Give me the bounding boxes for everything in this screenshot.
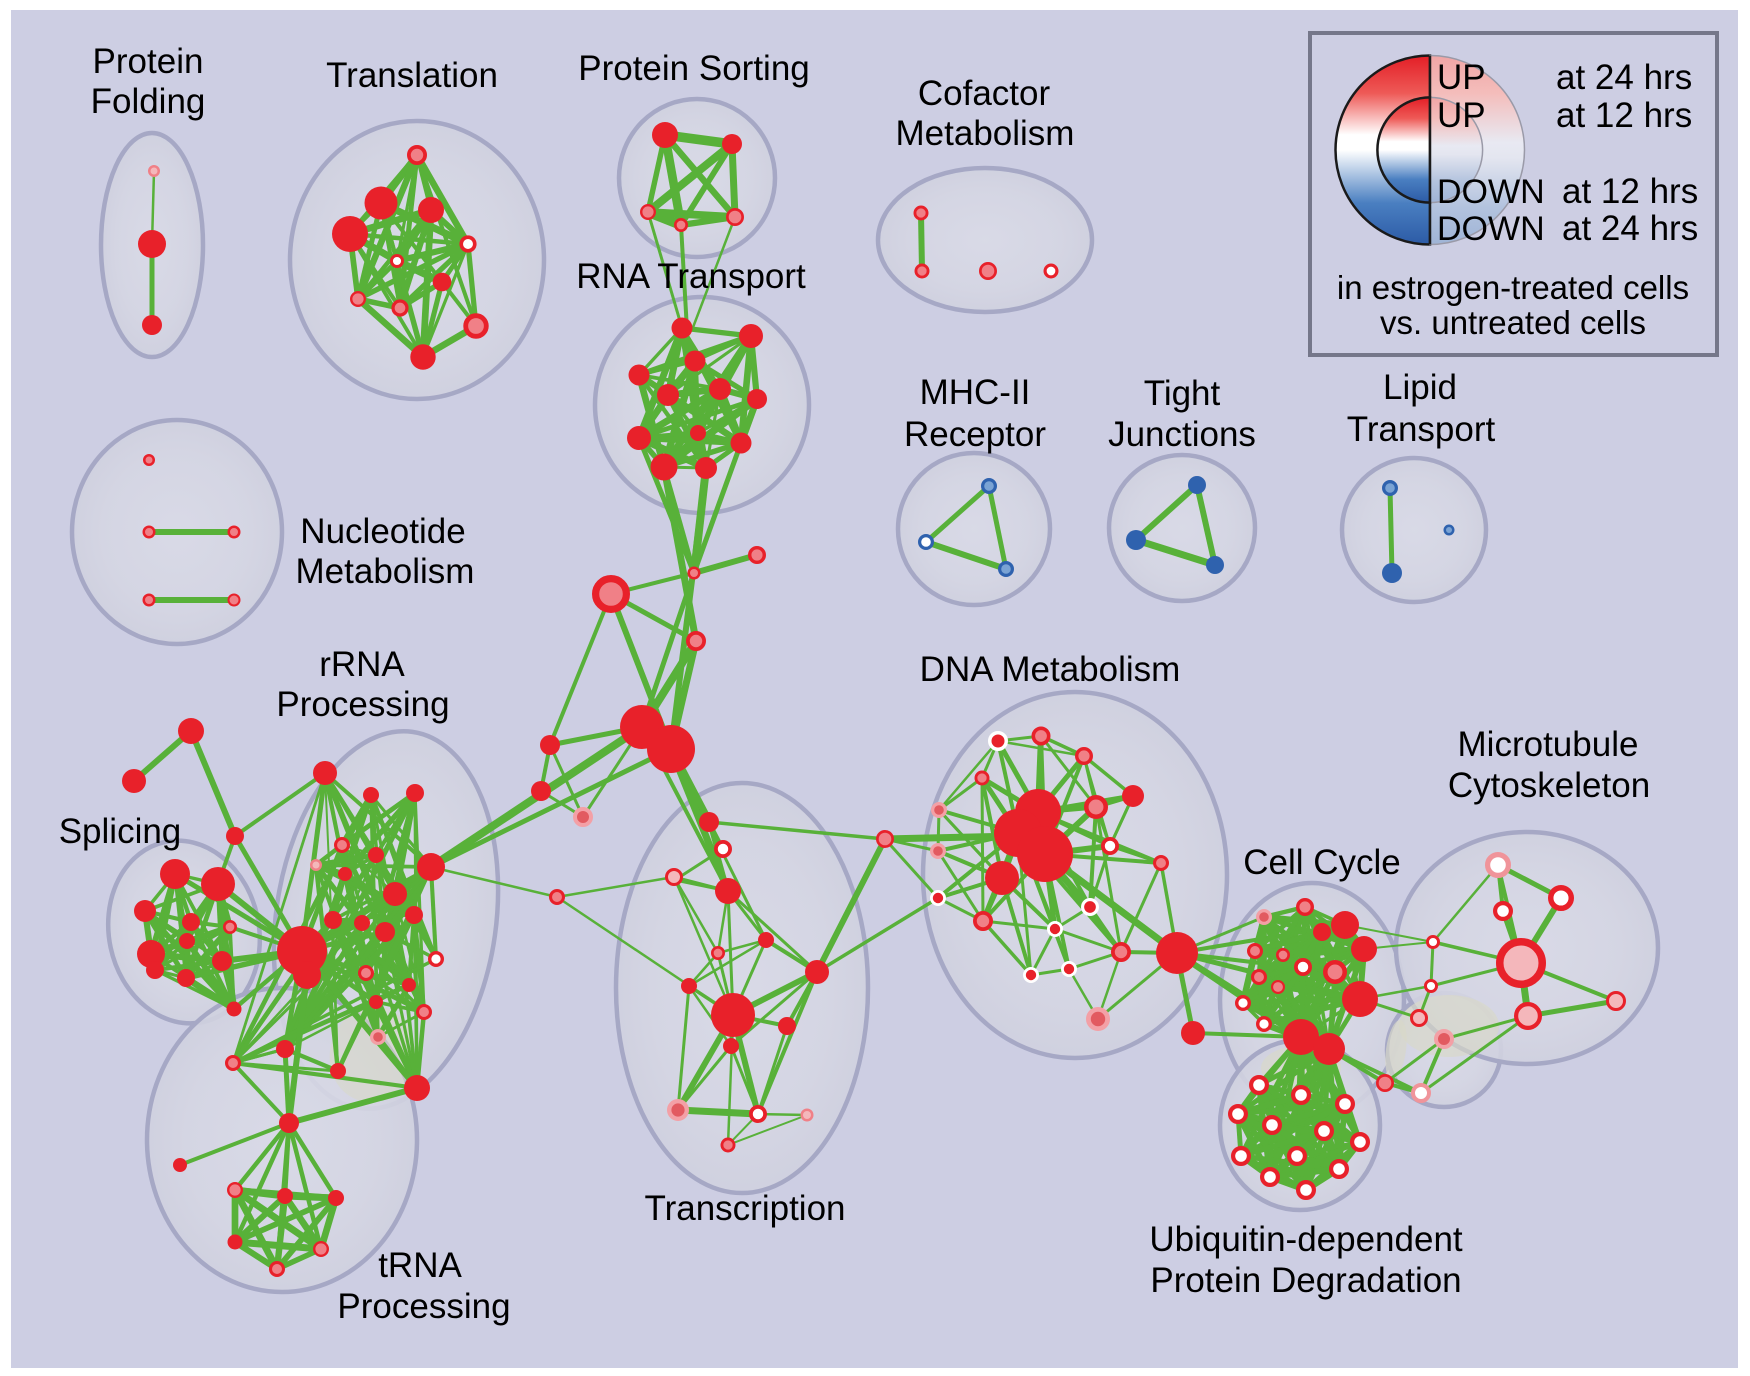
svg-text:at 24 hrs: at 24 hrs [1556, 58, 1692, 97]
svg-text:UP: UP [1437, 58, 1486, 97]
svg-text:Processing: Processing [276, 685, 449, 724]
svg-text:Cofactor: Cofactor [918, 74, 1051, 113]
svg-text:Receptor: Receptor [904, 415, 1046, 454]
svg-text:rRNA: rRNA [319, 645, 405, 684]
svg-text:Splicing: Splicing [59, 812, 182, 851]
svg-text:Metabolism: Metabolism [896, 114, 1075, 153]
svg-text:RNA Transport: RNA Transport [576, 257, 806, 296]
svg-text:Ubiquitin-dependent: Ubiquitin-dependent [1149, 1220, 1463, 1259]
svg-text:Junctions: Junctions [1108, 415, 1256, 454]
svg-text:in estrogen-treated cells: in estrogen-treated cells [1337, 269, 1689, 306]
svg-text:Lipid: Lipid [1383, 368, 1457, 407]
svg-text:Folding: Folding [91, 82, 206, 121]
svg-text:at 12 hrs: at 12 hrs [1556, 96, 1692, 135]
svg-text:Protein Degradation: Protein Degradation [1150, 1261, 1461, 1300]
svg-text:Cell Cycle: Cell Cycle [1243, 843, 1401, 882]
svg-text:Translation: Translation [326, 56, 498, 95]
svg-text:Transcription: Transcription [645, 1189, 846, 1228]
svg-text:Metabolism: Metabolism [296, 552, 475, 591]
svg-text:Transport: Transport [1347, 410, 1496, 449]
svg-text:DNA Metabolism: DNA Metabolism [920, 650, 1181, 689]
svg-text:Nucleotide: Nucleotide [300, 512, 465, 551]
svg-text:Protein Sorting: Protein Sorting [578, 49, 810, 88]
svg-text:Tight: Tight [1144, 374, 1221, 413]
svg-text:DOWN: DOWN [1437, 173, 1545, 211]
svg-text:tRNA: tRNA [378, 1246, 462, 1285]
svg-text:Processing: Processing [337, 1287, 510, 1326]
svg-text:Cytoskeleton: Cytoskeleton [1448, 766, 1650, 805]
svg-text:MHC-II: MHC-II [920, 373, 1031, 412]
svg-text:Protein: Protein [93, 42, 204, 81]
svg-text:at 12 hrs: at 12 hrs [1562, 172, 1698, 211]
svg-text:UP: UP [1437, 96, 1486, 135]
svg-text:DOWN: DOWN [1437, 210, 1545, 248]
svg-text:at 24 hrs: at 24 hrs [1562, 209, 1698, 248]
svg-text:Microtubule: Microtubule [1458, 725, 1639, 764]
svg-text:vs. untreated cells: vs. untreated cells [1380, 304, 1646, 341]
